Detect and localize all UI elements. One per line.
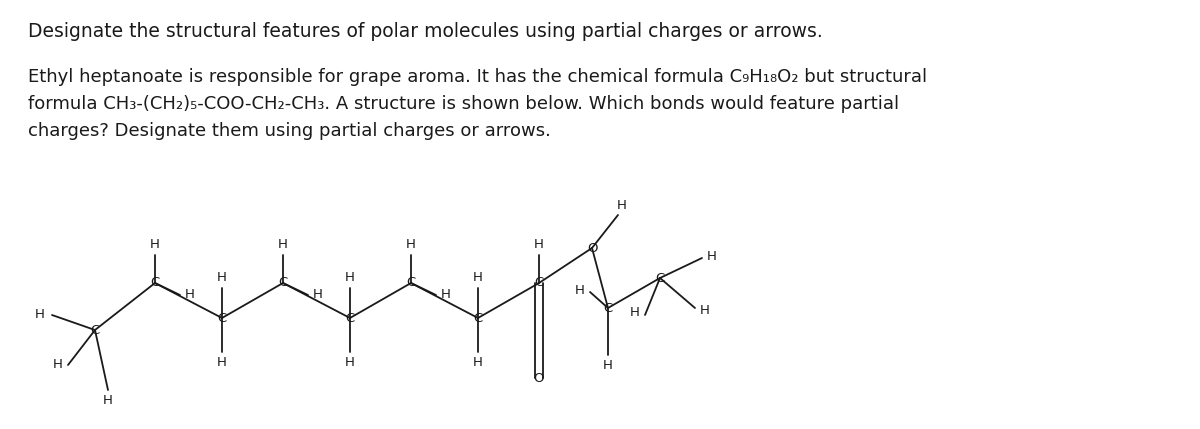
Text: formula CH₃-(CH₂)₅-COO-CH₂-CH₃. A structure is shown below. Which bonds would fe: formula CH₃-(CH₂)₅-COO-CH₂-CH₃. A struct… [28, 95, 899, 113]
Text: H: H [313, 288, 323, 302]
Text: H: H [346, 271, 355, 284]
Text: H: H [442, 288, 451, 302]
Text: C: C [150, 277, 160, 290]
Text: H: H [617, 199, 626, 212]
Text: H: H [150, 238, 160, 251]
Text: H: H [473, 356, 482, 369]
Text: C: C [90, 323, 100, 336]
Text: C: C [473, 311, 482, 324]
Text: H: H [406, 238, 416, 251]
Text: H: H [53, 359, 64, 372]
Text: O: O [534, 372, 545, 384]
Text: H: H [575, 284, 586, 296]
Text: Ethyl heptanoate is responsible for grape aroma. It has the chemical formula C₉H: Ethyl heptanoate is responsible for grap… [28, 68, 928, 86]
Text: H: H [278, 238, 288, 251]
Text: H: H [604, 359, 613, 372]
Text: H: H [707, 250, 716, 263]
Text: H: H [217, 271, 227, 284]
Text: C: C [278, 277, 288, 290]
Text: C: C [407, 277, 415, 290]
Text: H: H [346, 356, 355, 369]
Text: C: C [655, 272, 665, 284]
Text: H: H [103, 394, 113, 407]
Text: C: C [346, 311, 355, 324]
Text: H: H [700, 303, 710, 317]
Text: charges? Designate them using partial charges or arrows.: charges? Designate them using partial ch… [28, 122, 551, 140]
Text: H: H [534, 238, 544, 251]
Text: H: H [185, 288, 194, 302]
Text: O: O [587, 242, 598, 254]
Text: H: H [217, 356, 227, 369]
Text: Designate the structural features of polar molecules using partial charges or ar: Designate the structural features of pol… [28, 22, 823, 41]
Text: C: C [217, 311, 227, 324]
Text: H: H [35, 308, 46, 321]
Text: H: H [473, 271, 482, 284]
Text: C: C [604, 302, 613, 314]
Text: C: C [534, 277, 544, 290]
Text: H: H [630, 306, 640, 320]
